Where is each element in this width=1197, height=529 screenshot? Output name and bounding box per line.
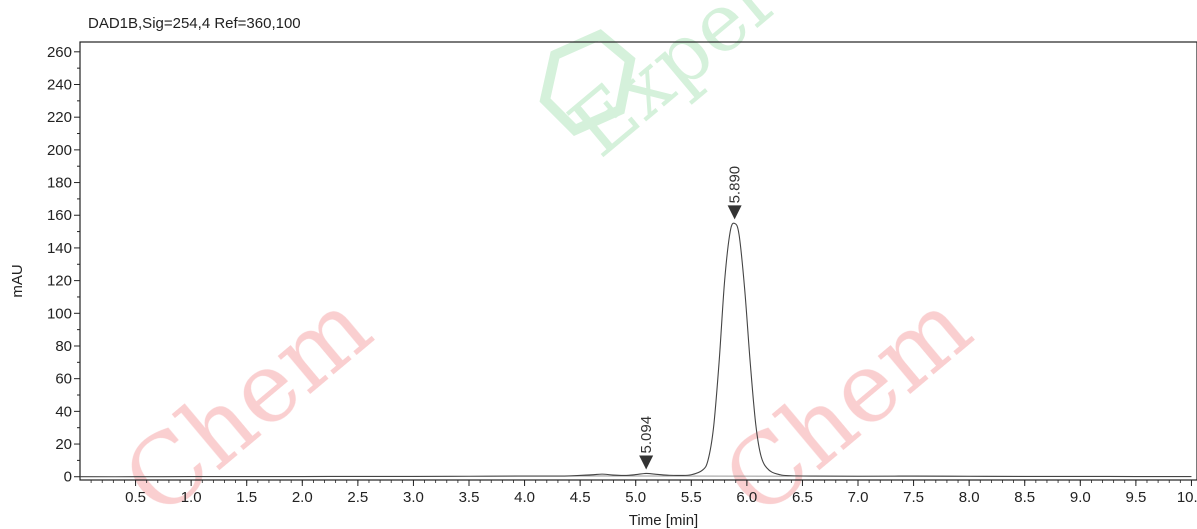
plot-frame <box>79 41 1197 481</box>
x-tick-label: 9.5 <box>1125 489 1146 506</box>
x-axis: 0.5 1.0 1.5 2.0 2.5 3.0 3.5 4.0 4.5 5.0 5.5 6.0 6.5 7… <box>90 480 1197 506</box>
y-tick-label: 180 <box>47 175 72 192</box>
x-tick-label: 0.5 <box>125 489 146 506</box>
x-tick-label: 8.5 <box>1014 489 1035 506</box>
peak-rt-label: 5.094 <box>638 416 655 454</box>
peak-marker-arrow <box>727 205 742 220</box>
chromatogram-trace <box>79 222 1192 478</box>
x-axis-title: Time [min] <box>629 512 698 529</box>
x-tick-label: 3.5 <box>459 489 480 506</box>
x-tick-label: 2.0 <box>292 489 313 506</box>
y-tick-label: 100 <box>47 305 72 322</box>
x-tick-label: 7.5 <box>903 489 924 506</box>
x-tick-label: 4.0 <box>514 489 535 506</box>
watermark-logo-hexagon <box>539 29 636 136</box>
y-tick-label: 220 <box>47 109 72 126</box>
x-tick-label: 3.0 <box>403 489 424 506</box>
x-tick-label: 2.5 <box>347 489 368 506</box>
x-tick-label: 1.5 <box>236 489 257 506</box>
signal-title: DAD1B,Sig=254,4 Ref=360,100 <box>88 15 301 32</box>
peak-markers: 5.094 5.890 <box>638 166 744 470</box>
y-tick-label: 20 <box>55 436 72 453</box>
x-tick-label: 4.5 <box>570 489 591 506</box>
y-tick-label: 120 <box>47 273 72 290</box>
peak-marker-arrow <box>639 455 654 470</box>
x-tick-label: 5.0 <box>625 489 646 506</box>
y-tick-label: 260 <box>47 44 72 61</box>
x-tick-label: 6.0 <box>736 489 757 506</box>
y-tick-label: 240 <box>47 76 72 93</box>
x-tick-label: 6.5 <box>792 489 813 506</box>
x-tick-label: 9.0 <box>1070 489 1091 506</box>
y-tick-label: 40 <box>55 403 72 420</box>
x-tick-label: 10.0 <box>1177 489 1197 506</box>
y-tick-label: 160 <box>47 207 72 224</box>
y-tick-label: 80 <box>55 338 72 355</box>
x-tick-label: 5.5 <box>681 489 702 506</box>
y-tick-label: 200 <box>47 142 72 159</box>
x-tick-label: 7.0 <box>848 489 869 506</box>
watermark-tagline-top: Expert of Biomolecules <box>552 0 1197 175</box>
y-tick-label: 0 <box>64 469 72 486</box>
y-axis-title: mAU <box>9 264 26 297</box>
x-tick-label: 8.0 <box>959 489 980 506</box>
y-tick-label: 140 <box>47 240 72 257</box>
y-tick-label: 60 <box>55 371 72 388</box>
y-axis: 0 20 40 60 80 100 120 140 160 180 200 220 240 260 <box>47 44 80 486</box>
peak-rt-label: 5.890 <box>727 166 744 204</box>
x-tick-label: 1.0 <box>181 489 202 506</box>
